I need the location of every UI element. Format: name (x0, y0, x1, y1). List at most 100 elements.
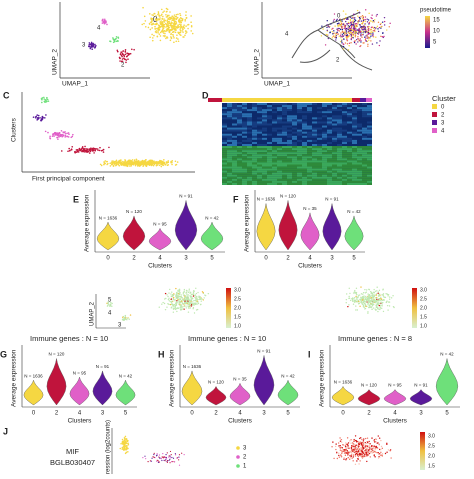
heatmap-cell (227, 176, 232, 179)
point (171, 19, 174, 22)
point (173, 28, 176, 31)
point (370, 35, 372, 37)
y-label: UMAP_2 (90, 301, 96, 326)
point (194, 296, 196, 299)
heatmap-cell (352, 109, 357, 112)
point (166, 21, 169, 24)
point (348, 28, 350, 31)
heatmap-cell (297, 162, 302, 165)
point (168, 459, 170, 462)
legend-tick: 2.5 (428, 443, 435, 449)
heatmap-cell (347, 119, 352, 122)
point (149, 36, 151, 39)
point (362, 21, 364, 24)
heatmap-cell (342, 127, 347, 130)
heatmap-cell (322, 156, 327, 159)
heatmap-cell (367, 170, 372, 173)
point (148, 159, 151, 162)
point (376, 42, 378, 44)
heatmap-cell (317, 166, 322, 169)
heatmap-cell (257, 117, 262, 120)
point (169, 455, 171, 457)
x-tick-label: 5 (124, 411, 128, 417)
point (67, 132, 70, 134)
x-tick-label: 4 (308, 256, 312, 262)
heatmap-cell (302, 111, 307, 114)
heatmap-cell (227, 152, 232, 155)
heatmap-cell (282, 117, 287, 120)
point (183, 454, 185, 456)
heatmap-cell (232, 115, 237, 118)
heatmap-cell (267, 166, 272, 169)
point (115, 36, 118, 38)
heatmap-cell (222, 107, 227, 110)
point (177, 24, 179, 26)
point-cloud (142, 450, 185, 466)
heatmap-cell (272, 123, 277, 126)
point (371, 437, 373, 439)
point (41, 101, 43, 104)
point (347, 456, 350, 459)
heatmap-cell (237, 119, 242, 122)
point (156, 459, 158, 461)
point (337, 29, 339, 32)
point (103, 163, 105, 166)
heatmap-cell (287, 182, 292, 185)
point (123, 318, 126, 320)
point (183, 27, 186, 29)
heatmap-cell (272, 162, 277, 165)
heatmap-cell (362, 113, 367, 116)
point (97, 149, 99, 152)
heatmap-cell (302, 148, 307, 151)
point (60, 150, 63, 152)
point (184, 34, 186, 37)
point (361, 33, 363, 36)
heatmap-cell (252, 115, 257, 118)
legend-tick: 2.5 (234, 296, 241, 302)
point (342, 38, 345, 40)
point (339, 28, 342, 31)
point (334, 34, 337, 36)
point (356, 448, 359, 450)
heatmap-cell (367, 131, 372, 134)
heatmap-cell (332, 111, 337, 114)
branch-label: 4 (285, 32, 289, 38)
heatmap-cell (327, 146, 332, 149)
heatmap-cell (222, 144, 227, 147)
heatmap-cell (277, 129, 282, 132)
heatmap-cell (292, 115, 297, 118)
legend-tick: 1.5 (428, 463, 435, 469)
point (348, 295, 350, 298)
point (357, 458, 360, 460)
point (184, 300, 186, 302)
heatmap-cell (367, 117, 372, 120)
violin (357, 389, 381, 406)
point (350, 24, 353, 27)
heatmap-cell (252, 105, 257, 108)
point (124, 53, 127, 56)
point (179, 12, 181, 15)
point (369, 29, 371, 31)
point (166, 161, 168, 164)
point (355, 23, 358, 25)
point (341, 450, 343, 452)
heatmap-cell (347, 107, 352, 110)
heatmap-cell (222, 156, 227, 159)
heatmap-cell (302, 178, 307, 181)
heatmap-cell (242, 148, 247, 151)
heatmap-cell (232, 107, 237, 110)
heatmap-cell (272, 160, 277, 163)
point (376, 25, 379, 28)
point (196, 298, 198, 300)
point (37, 114, 40, 117)
point (372, 27, 375, 30)
point (159, 22, 162, 25)
point (380, 298, 383, 300)
heatmap-cell (237, 150, 242, 153)
point (378, 293, 380, 296)
heatmap-cell (227, 125, 232, 128)
heatmap-cell (357, 105, 362, 108)
point (360, 447, 363, 449)
heatmap-cell (257, 109, 262, 112)
legend-tick: 1.5 (234, 314, 241, 320)
